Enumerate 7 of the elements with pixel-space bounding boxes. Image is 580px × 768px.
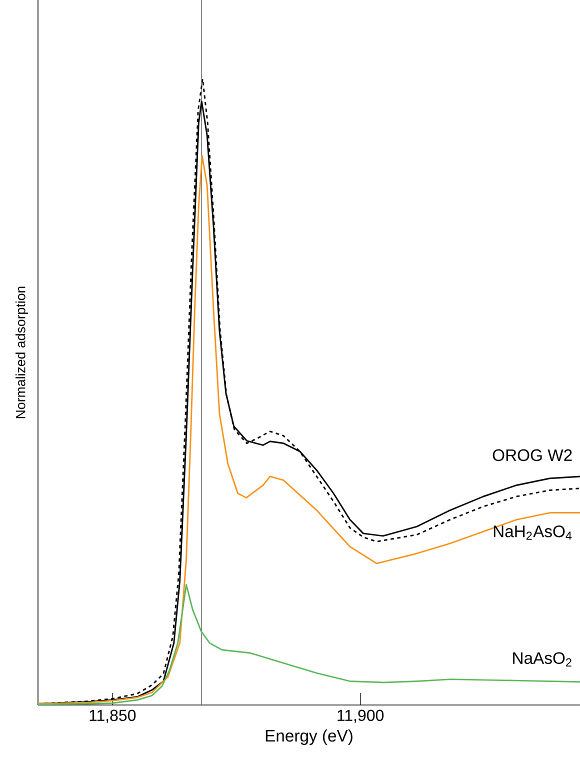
x-axis-title: Energy (eV): [266, 729, 352, 745]
x-tick-label: 11,850: [90, 710, 136, 723]
series-label: OROG W2: [492, 449, 572, 462]
x-tick-label: 11,900: [338, 710, 384, 723]
series-label: NaAsO$_{2}$: [513, 652, 572, 666]
y-axis-title: Normalized adsorption: [16, 286, 28, 418]
series-label: NaH$_{2}$AsO$_{4}$: [494, 526, 572, 540]
